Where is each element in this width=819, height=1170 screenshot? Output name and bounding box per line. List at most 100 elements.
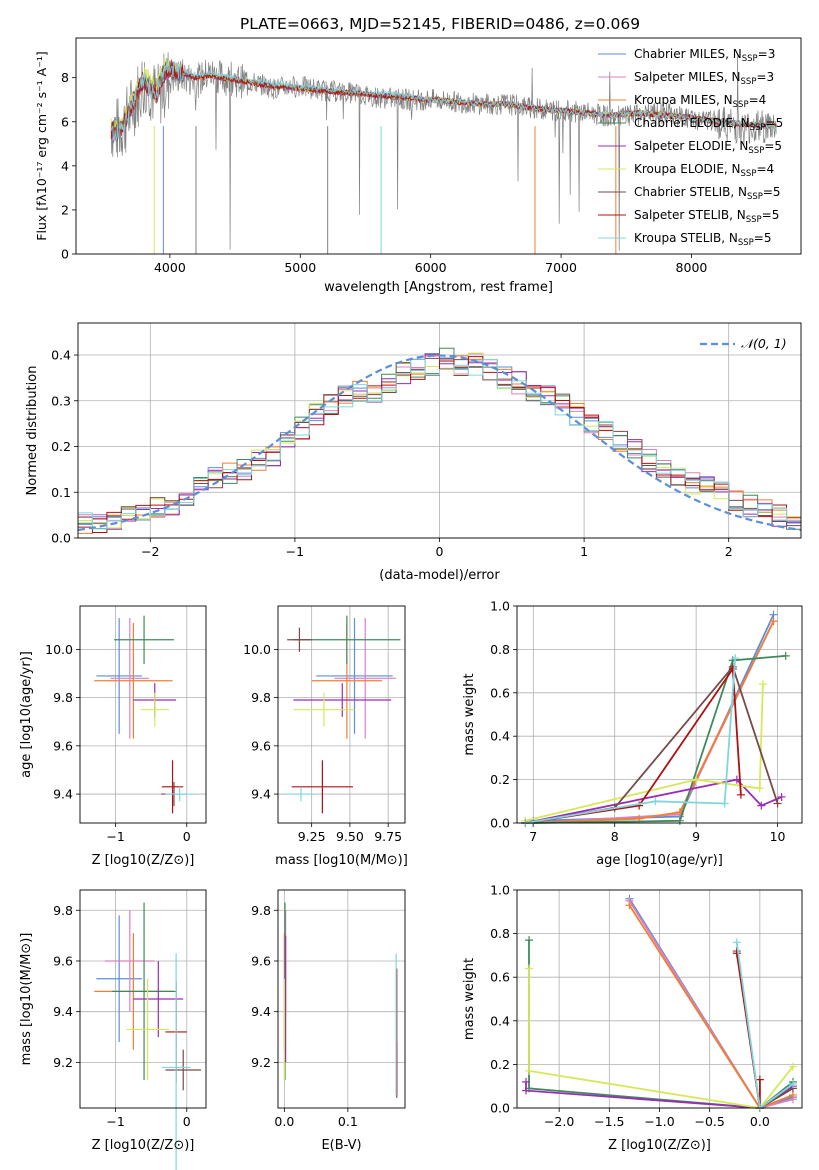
mass_vs_Z-frame: [79, 889, 207, 1109]
massweight_vs_Z-y-tick-label: 0.4: [490, 1013, 510, 1028]
massweight_vs_Z-series-line: [528, 968, 794, 1109]
massweight_vs_age-series-line: [525, 620, 775, 824]
massweight_vs_age-x-tick-label: 9: [692, 829, 700, 844]
residual-histogram-step: [78, 356, 801, 533]
mass_vs_Z-x-tick-label: −1: [106, 1114, 124, 1129]
massweight_vs_Z-axes: −2.0 −1.5 −1.0 −0.5 0.0 0.0 0.2 0.4 0.6 0.8 1.0: [490, 883, 802, 1129]
spectrum-lines: [110, 52, 777, 254]
spectrum-x-tick-label: 7000: [545, 260, 577, 275]
mass_vs_Z-y-tick-label: 9.6: [53, 953, 73, 968]
spectrum-y-tick-label: 0: [61, 247, 69, 262]
mass_vs_EBV-y-tick-label: 9.6: [251, 953, 271, 968]
mass_vs_Z-y-tick-label: 9.4: [53, 1004, 73, 1019]
age_vs_mass-y-tick-label: 9.6: [251, 738, 271, 753]
legend-entry: Salpeter ELODIE, NSSP=5: [634, 139, 782, 156]
spectrum-frame: [75, 37, 802, 255]
residuals-y-tick-label: 0.0: [51, 531, 71, 546]
residuals-x-tick-label: 0: [436, 544, 444, 559]
spectrum-y-tick-label: 6: [61, 114, 69, 129]
massweight_vs_Z-marker: [732, 938, 741, 947]
massweight_vs_age-y-tick-label: 0.4: [490, 729, 510, 744]
legend-entry-value: =4: [749, 93, 767, 107]
massweight_vs_age-marker: [736, 790, 745, 799]
massweight_vs_age-marker: [692, 775, 701, 784]
legend-entry-subscript: SSP: [742, 54, 758, 64]
massweight_vs_age-marker: [755, 784, 764, 793]
legend-entry-subscript: SSP: [747, 192, 763, 202]
legend-entry: Kroupa MILES, NSSP=4: [634, 93, 766, 110]
massweight_vs_Z-marker: [732, 949, 741, 958]
massweight_vs_age-marker: [769, 617, 778, 626]
mass_vs_Z-y-tick-label: 9.2: [53, 1055, 73, 1070]
age_vs_Z-y-tick-label: 9.8: [53, 690, 73, 705]
legend-entry: Kroupa STELIB, NSSP=5: [634, 231, 772, 248]
massweight_vs_age-marker: [635, 801, 644, 810]
spectrum-axes: 4000 5000 6000 7000 8000 0 2 4 6 8: [61, 70, 707, 275]
massweight_vs_age-y-tick-label: 0.2: [490, 772, 510, 787]
massweight_vs_age-y-tick-label: 0.8: [490, 642, 510, 657]
age_vs_Z-x-tick-label: −1: [106, 829, 124, 844]
massweight_vs_age-marker: [777, 792, 786, 801]
legend-entry-text: Chabrier ELODIE, N: [634, 116, 750, 130]
massweight_vs_Z-x-tick-label: −1.0: [644, 1114, 674, 1129]
age_vs_mass-y-tick-label: 9.8: [251, 690, 271, 705]
massweight_vs_Z-y-tick-label: 1.0: [490, 883, 510, 898]
legend-entry-value: =4: [756, 162, 774, 176]
massweight_vs_Z-y-tick-label: 0.6: [490, 970, 510, 985]
residuals-x-tick-label: −2: [141, 544, 159, 559]
residuals-y-tick-label: 0.1: [51, 485, 71, 500]
gaussian-legend-label: 𝒩(0, 1): [741, 336, 787, 351]
massweight_vs_Z-marker: [755, 1075, 764, 1084]
massweight_vs_age-marker: [731, 654, 740, 663]
legend-entry-text: Chabrier STELIB, N: [634, 185, 747, 199]
residual-histogram-step: [78, 358, 801, 530]
spectrum-y-tick-label: 4: [61, 158, 69, 173]
legend-entry-subscript: SSP: [733, 100, 749, 110]
massweight_vs_age-marker: [757, 801, 766, 810]
legend-entry: Salpeter MILES, NSSP=3: [634, 70, 774, 87]
age_vs_mass-x-axis-label: mass [log10(M/M⊙)]: [275, 853, 408, 868]
mass_vs_Z-y-tick-label: 9.8: [53, 903, 73, 918]
mass_vs_EBV-y-tick-label: 9.2: [251, 1055, 271, 1070]
legend-entry-text: Kroupa MILES, N: [634, 93, 733, 107]
massweight_vs_age-series-line: [533, 655, 786, 824]
massweight_vs_Z-marker: [522, 1077, 531, 1086]
legend-entry-value: =3: [758, 47, 776, 61]
massweight_vs_Z-y-tick-label: 0.2: [490, 1057, 510, 1072]
age_vs_mass-x-tick-label: 9.25: [298, 829, 326, 844]
massweight_vs_age-marker: [758, 680, 767, 689]
legend-entry-text: Salpeter MILES, N: [634, 70, 741, 84]
spectrum-model-line: [110, 59, 777, 142]
residuals-x-tick-label: 2: [725, 544, 733, 559]
residual-histograms: [78, 347, 801, 534]
mass_vs_EBV-errorbars: [283, 902, 398, 1098]
age_vs_Z-y-tick-label: 10.0: [45, 642, 73, 657]
spectrum-y-axis-label: Flux [fλ10⁻¹⁷ erg cm⁻² s⁻¹ A⁻¹]: [34, 51, 49, 240]
residuals-x-axis-label: (data-model)/error: [379, 568, 500, 583]
spectrum-y-tick-label: 2: [61, 202, 69, 217]
legend-entry-value: =3: [756, 70, 774, 84]
massweight_vs_age-lines: [521, 610, 790, 827]
mass_vs_Z-axes: −1 0 9.2 9.4 9.6 9.8: [53, 890, 206, 1129]
mass_vs_Z-y-axis-label: mass [log10(M/M⊙)]: [19, 933, 34, 1066]
massweight_vs_Z-y-axis-label: mass weight: [462, 958, 477, 1040]
residuals-x-tick-label: 1: [580, 544, 588, 559]
spectrum-x-tick-label: 4000: [154, 260, 186, 275]
legend-entry-subscript: SSP: [746, 215, 762, 225]
spectrum-x-tick-label: 6000: [415, 260, 447, 275]
legend-entry-text: Salpeter ELODIE, N: [634, 139, 748, 153]
massweight_vs_age-y-tick-label: 0.0: [490, 816, 510, 831]
massweight_vs_age-marker: [781, 651, 790, 660]
massweight_vs_age-y-tick-label: 1.0: [490, 599, 510, 614]
gaussian-curve: [78, 354, 801, 532]
legend-entry-text: Kroupa ELODIE, N: [634, 162, 741, 176]
age_vs_Z-y-tick-label: 9.4: [53, 787, 73, 802]
legend-entry: Chabrier MILES, NSSP=3: [634, 47, 775, 64]
mass_vs_Z-errorbars: [94, 902, 202, 1170]
legend-entry: Chabrier ELODIE, NSSP=5: [634, 116, 783, 133]
massweight_vs_Z-marker: [525, 964, 534, 973]
mass_vs_EBV-y-tick-label: 9.4: [251, 1004, 271, 1019]
figure-title: PLATE=0663, MJD=52145, FIBERID=0486, z=0…: [240, 15, 640, 33]
